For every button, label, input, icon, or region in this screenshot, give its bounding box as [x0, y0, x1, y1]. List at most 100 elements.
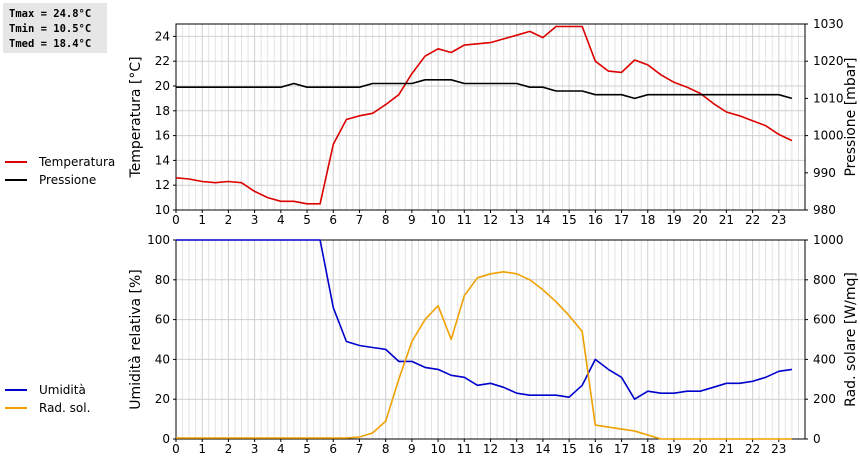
y-tick-label-right: 1020 [813, 54, 844, 68]
legend-swatch-umidita [5, 389, 27, 391]
legend-top: Temperatura Pressione [5, 153, 115, 189]
x-tick-label: 22 [745, 442, 760, 456]
x-tick-label: 7 [356, 442, 364, 456]
x-tick-label: 12 [483, 442, 498, 456]
legend-label-umidita: Umidità [39, 383, 86, 397]
x-tick-label: 5 [303, 442, 311, 456]
x-tick-label: 22 [745, 213, 760, 227]
x-tick-label: 21 [719, 213, 734, 227]
x-tick-label: 20 [693, 442, 708, 456]
x-tick-label: 6 [329, 442, 337, 456]
x-tick-label: 21 [719, 442, 734, 456]
x-tick-label: 10 [430, 213, 445, 227]
series-line-rad-sol- [176, 270, 792, 440]
y-tick-label-right: 0 [813, 432, 821, 446]
legend-item-umidita: Umidità [5, 381, 90, 399]
x-tick-label: 0 [172, 442, 180, 456]
chart-panel-bottom: 0 1 2 3 4 5 6 7 8 9 10 11 12 13 14 15 16 17 18 19 20 21 22 2302… [128, 233, 859, 456]
y-tick-label-left: 16 [155, 129, 170, 143]
y-tick-label-right: 800 [813, 273, 836, 287]
y-tick-label-right: 1000 [813, 233, 844, 247]
y-tick-label-right: 600 [813, 313, 836, 327]
tmin-text: Tmin = 10.5°C [9, 23, 92, 35]
x-tick-label: 16 [588, 213, 603, 227]
y-tick-label-right: 200 [813, 392, 836, 406]
y-tick-label-left: 60 [155, 313, 170, 327]
y-tick-label-left: 100 [147, 233, 170, 247]
x-tick-label: 11 [457, 213, 472, 227]
tmed-text: Tmed = 18.4°C [9, 38, 92, 50]
y-tick-label-left: 12 [155, 178, 170, 192]
series-line-pressione [176, 79, 793, 100]
y-tick-label-right: 990 [813, 166, 836, 180]
x-tick-label: 20 [693, 213, 708, 227]
x-tick-label: 19 [666, 213, 681, 227]
x-tick-label: 18 [640, 442, 655, 456]
series-line-temperatura [175, 25, 793, 205]
y-tick-label-left: 24 [155, 29, 170, 43]
x-tick-label: 4 [277, 442, 285, 456]
y-tick-label-left: 20 [155, 79, 170, 93]
y-tick-label-right: 1010 [813, 91, 844, 105]
x-tick-label: 4 [277, 213, 285, 227]
x-tick-label: 2 [225, 213, 233, 227]
y-tick-label-left: 18 [155, 104, 170, 118]
y-tick-label-left: 22 [155, 54, 170, 68]
x-tick-label: 23 [771, 442, 786, 456]
y-tick-label-right: 1000 [813, 129, 844, 143]
x-tick-label: 9 [408, 213, 416, 227]
x-tick-label: 15 [561, 442, 576, 456]
legend-item-pressione: Pressione [5, 171, 115, 189]
series-line-umidit- [176, 239, 793, 401]
x-tick-label: 9 [408, 442, 416, 456]
x-tick-label: 16 [588, 442, 603, 456]
x-tick-label: 10 [430, 442, 445, 456]
y-tick-label-left: 14 [155, 153, 170, 167]
legend-swatch-temperatura [5, 161, 27, 163]
x-tick-label: 2 [225, 442, 233, 456]
x-tick-label: 13 [509, 442, 524, 456]
x-tick-label: 8 [382, 442, 390, 456]
x-tick-label: 3 [251, 213, 259, 227]
x-tick-label: 19 [666, 442, 681, 456]
legend-item-temperatura: Temperatura [5, 153, 115, 171]
chart-panel-top: 0 1 2 3 4 5 6 7 8 9 10 11 12 13 14 15 16 17 18 19 20 21 22 2310… [128, 17, 859, 227]
x-tick-label: 1 [198, 442, 206, 456]
x-tick-label: 17 [614, 442, 629, 456]
y-tick-label-right: 980 [813, 203, 836, 217]
x-tick-label: 18 [640, 213, 655, 227]
x-tick-label: 7 [356, 213, 364, 227]
x-tick-label: 3 [251, 442, 259, 456]
y-tick-label-left: 40 [155, 352, 170, 366]
legend-item-radsol: Rad. sol. [5, 399, 90, 417]
y-axis-label-left: Temperatura [°C] [128, 56, 144, 178]
x-tick-label: 23 [771, 213, 786, 227]
x-tick-label: 14 [535, 213, 550, 227]
legend-label-radsol: Rad. sol. [39, 401, 91, 415]
legend-swatch-pressione [5, 179, 27, 181]
tmax-text: Tmax = 24.8°C [9, 8, 92, 20]
y-axis-label-right: Rad. solare [W/mq] [843, 272, 859, 407]
y-tick-label-left: 80 [155, 273, 170, 287]
y-tick-label-left: 20 [155, 392, 170, 406]
y-axis-label-right: Pressione [mbar] [843, 57, 859, 176]
x-tick-label: 12 [483, 213, 498, 227]
legend-bottom: Umidità Rad. sol. [5, 381, 90, 417]
x-tick-label: 8 [382, 213, 390, 227]
y-axis-label-left: Umidità relativa [%] [128, 269, 144, 410]
legend-label-pressione: Pressione [39, 173, 97, 187]
x-tick-label: 0 [172, 213, 180, 227]
y-tick-label-left: 10 [155, 203, 170, 217]
x-tick-label: 1 [198, 213, 206, 227]
x-tick-label: 6 [329, 213, 337, 227]
y-tick-label-right: 1030 [813, 17, 844, 31]
x-tick-label: 14 [535, 442, 550, 456]
legend-swatch-radsol [5, 407, 27, 409]
x-tick-label: 11 [457, 442, 472, 456]
legend-label-temperatura: Temperatura [39, 155, 116, 169]
stats-box: Tmax = 24.8°C Tmin = 10.5°C Tmed = 18.4°… [3, 3, 107, 53]
x-tick-label: 5 [303, 213, 311, 227]
y-tick-label-right: 400 [813, 352, 836, 366]
x-tick-label: 13 [509, 213, 524, 227]
